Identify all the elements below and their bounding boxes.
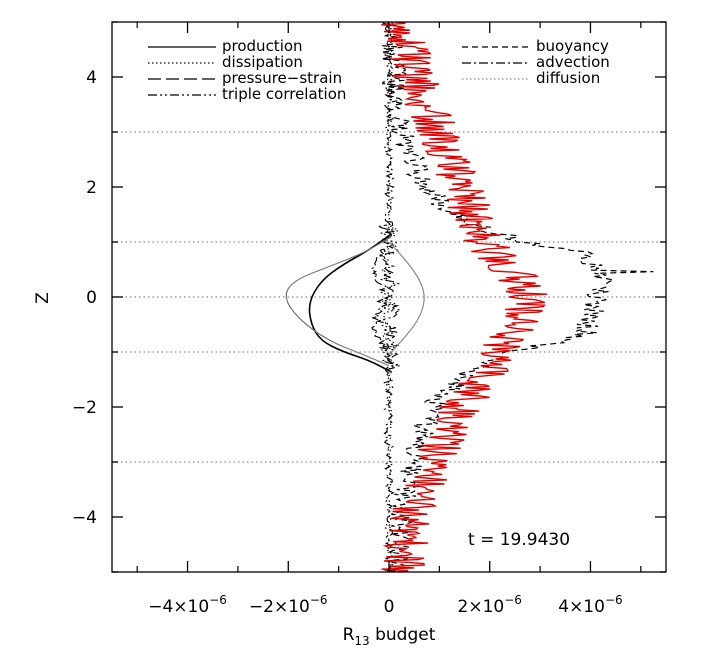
x-tick-label-1: −2×10−6 xyxy=(249,593,328,617)
y-tick-label-2: 0 xyxy=(86,288,97,308)
series-buoyancy xyxy=(381,22,654,572)
axis-ticks xyxy=(112,21,666,573)
axis-tick-labels: −4 −2 0 2 4 −4×10−6 −2×10−6 0 2×10−6 4×10−6 xyxy=(72,68,623,617)
series-dissipation xyxy=(380,22,398,572)
legend-label-right-0: buoyancy xyxy=(536,37,609,55)
series-production xyxy=(308,233,392,372)
y-tick-label-0: −4 xyxy=(72,508,97,528)
x-tick-label-2: 0 xyxy=(384,597,395,617)
series-pressure-strain xyxy=(285,235,392,367)
y-tick-label-1: −2 xyxy=(72,398,97,418)
x-tick-label-4: 4×10−6 xyxy=(558,593,622,617)
data-layer xyxy=(285,22,654,572)
legend-label-left-1: dissipation xyxy=(222,53,303,71)
legend-label-right-1: advection xyxy=(536,53,610,71)
series-diffusion xyxy=(388,241,425,356)
x-tick-label-0: −4×10−6 xyxy=(148,593,227,617)
y-tick-label-4: 4 xyxy=(86,68,97,88)
legend-entry-left-1: dissipation xyxy=(148,53,303,71)
legend: productiondissipationpressure−straintrip… xyxy=(148,37,610,103)
legend-entry-left-3: triple correlation xyxy=(148,85,346,103)
x-axis-title-subscript: 13 xyxy=(354,634,369,648)
legend-entry-left-2: pressure−strain xyxy=(148,69,342,87)
legend-label-right-2: diffusion xyxy=(536,69,600,87)
legend-label-left-0: production xyxy=(222,37,303,55)
x-axis-title-main: R xyxy=(343,625,355,645)
legend-entry-right-0: buoyancy xyxy=(462,37,609,55)
series-advection xyxy=(371,219,394,375)
series-triple-correlation xyxy=(375,22,402,572)
time-annotation: t = 19.9430 xyxy=(468,530,570,550)
y-axis-title: Z xyxy=(33,292,53,304)
legend-label-left-2: pressure−strain xyxy=(222,69,342,87)
legend-label-left-3: triple correlation xyxy=(222,85,346,103)
legend-entry-left-0: production xyxy=(148,37,303,55)
legend-entry-right-1: advection xyxy=(462,53,610,71)
x-tick-label-3: 2×10−6 xyxy=(458,593,522,617)
x-axis-title-suffix: budget xyxy=(370,625,436,645)
y-tick-label-3: 2 xyxy=(86,178,97,198)
legend-entry-right-2: diffusion xyxy=(462,69,600,87)
series-r13-total xyxy=(381,22,548,572)
x-axis-title: R13 budget xyxy=(343,625,436,648)
